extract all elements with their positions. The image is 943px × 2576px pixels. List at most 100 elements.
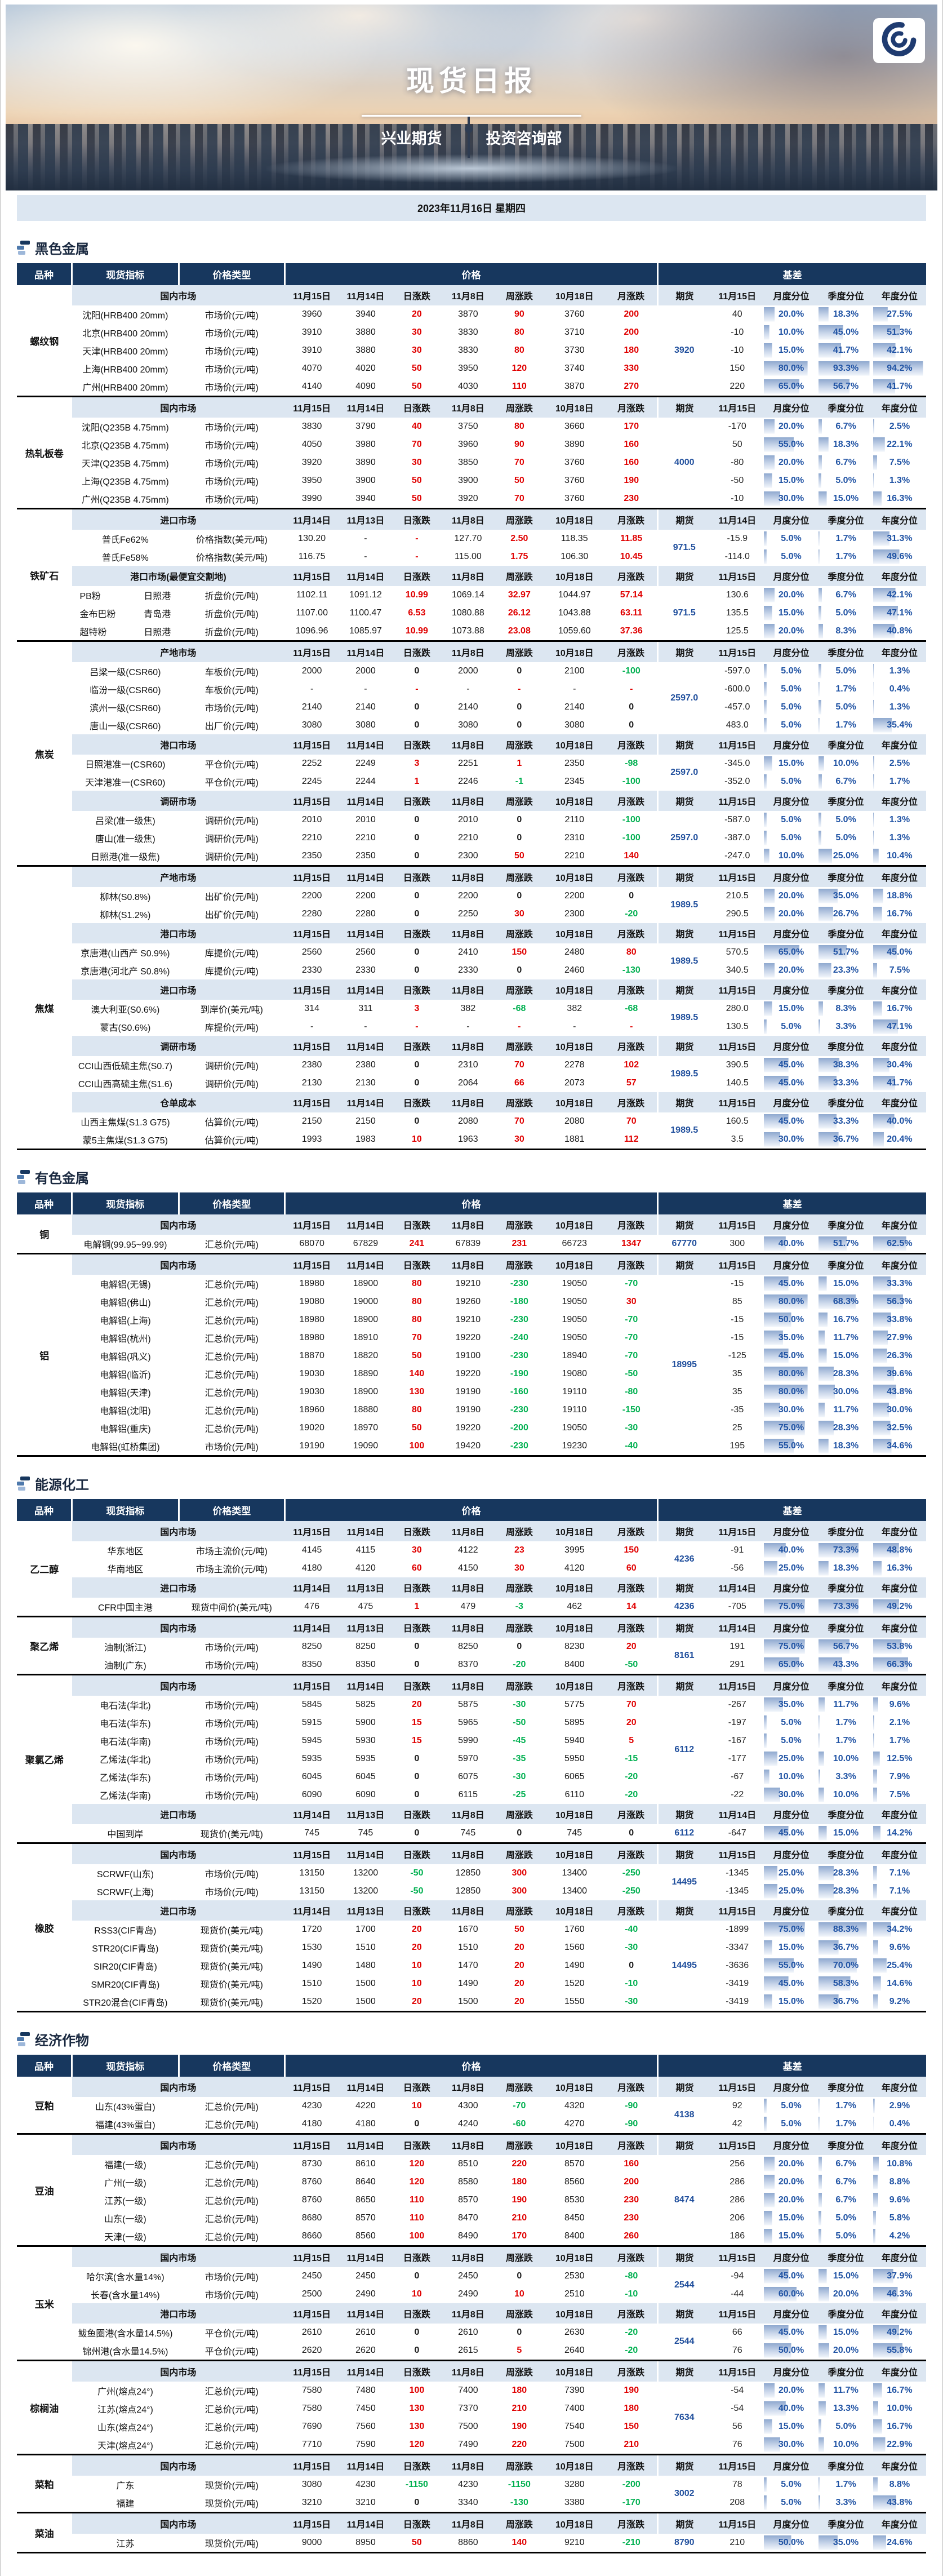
futures-cell: 18995 — [671, 1360, 697, 1369]
basis-cell: -15.9 — [727, 534, 748, 543]
month-change-cell: 1347 — [621, 1239, 642, 1248]
market-subheader-row: 进口市场 11月14日 11月13日 日涨跌 11月8日 周涨跌 10月18日 月涨跌 期货 11… — [17, 1804, 926, 1824]
price-type-cell: 平仓价(元/吨) — [204, 778, 259, 788]
percentile-cell: 7.5% — [873, 454, 926, 472]
price-cell: 1560 — [564, 1943, 585, 1952]
subheader-basis-date-cell: 11月15日 — [710, 1900, 764, 1921]
subheader-cell: 月度分位 — [763, 791, 819, 811]
day-change-cell: 20 — [412, 309, 422, 319]
basis-cell: 35 — [732, 1369, 742, 1378]
day-change-cell: 0 — [414, 2498, 420, 2507]
price-cell: 19220 — [455, 1333, 481, 1342]
subheader-cell: 季度分位 — [819, 1214, 873, 1235]
price-type-cell: 汇总价(元/吨) — [204, 2441, 259, 2451]
variety-cell: 聚乙烯 — [17, 1616, 72, 1675]
price-type-cell: 汇总价(元/吨) — [204, 1316, 259, 1326]
subheader-cell: 年度分位 — [873, 640, 926, 662]
section-bullet-icon — [17, 1477, 30, 1491]
section-bullet-icon — [17, 2032, 30, 2046]
subheader-cell: 月涨跌 — [604, 396, 658, 418]
table-row: 油制(广东) 市场价(元/吨) 8350 8350 0 8370 -20 8400 -50 291… — [17, 1656, 926, 1675]
price-cell: 314 — [304, 1004, 319, 1013]
indicator-cell: 电解铝(沈阳) — [100, 1407, 151, 1416]
price-cell: 3880 — [355, 345, 376, 355]
indicator-cell: 电解铝(杭州) — [100, 1334, 151, 1344]
percentile-cell: 49.6% — [873, 548, 926, 566]
day-change-cell: 130 — [409, 2422, 425, 2431]
price-cell: 1102.11 — [296, 590, 328, 600]
market-subheader-row: 港口市场 11月15日 11月14日 日涨跌 11月8日 周涨跌 10月18日 月涨跌 期货 11… — [17, 2303, 926, 2324]
subheader-futures-cell: 期货 — [657, 2077, 711, 2097]
basis-cell: 256 — [730, 2159, 745, 2169]
month-change-cell: -20 — [625, 2346, 638, 2355]
price-cell: 19190 — [299, 1441, 324, 1451]
subheader-cell: 11月14日 — [339, 2454, 392, 2476]
price-cell: 479 — [460, 1602, 476, 1611]
price-type-cell: 现货价(元/吨) — [204, 2481, 259, 2491]
subheader-cell: 年度分位 — [873, 1214, 926, 1235]
percentile-cell: 75.0% — [763, 1638, 819, 1656]
indicator-cell: 江苏(一级) — [104, 2197, 146, 2206]
price-cell: 462 — [567, 1602, 582, 1611]
subheader-cell: 日涨跌 — [392, 2245, 442, 2267]
price-cell: 2130 — [301, 1078, 322, 1088]
percentile-cell: 5.0% — [819, 472, 873, 490]
price-cell: 5825 — [355, 1700, 376, 1709]
percentile-cell: 25.0% — [819, 847, 873, 866]
subheader-cell: 10月18日 — [544, 2303, 605, 2324]
month-change-cell: 60 — [626, 1563, 637, 1573]
subheader-cell: 周涨跌 — [494, 2360, 544, 2382]
percentile-cell: 1.7% — [873, 773, 926, 791]
subheader-cell: 月度分位 — [763, 1674, 819, 1696]
subheader-cell: 月涨跌 — [604, 1214, 658, 1235]
percentile-cell: 35.0% — [763, 1696, 819, 1714]
percentile-cell: 60.0% — [763, 2285, 819, 2303]
percentile-cell: 22.9% — [873, 2436, 926, 2455]
price-cell: 19020 — [299, 1423, 324, 1433]
price-cell: 1490 — [301, 1961, 322, 1970]
basis-cell: 286 — [730, 2177, 745, 2187]
subheader-cell: 11月14日 — [339, 640, 392, 662]
week-change-cell: 190 — [511, 2422, 527, 2431]
basis-cell: 25 — [732, 1423, 742, 1433]
indicator-cell: 吕梁一级(CSR60) — [90, 668, 161, 677]
table-header-row: 品种 现货指标 价格类型 价格 基差 — [17, 263, 926, 285]
price-type-cell: 汇总价(元/吨) — [204, 2103, 259, 2112]
week-change-cell: -160 — [510, 1387, 528, 1396]
price-cell: 66723 — [562, 1239, 588, 1248]
price-type-cell: 价格指数(美元/吨) — [195, 535, 268, 545]
subheader-cell: 季度分位 — [819, 2133, 873, 2155]
price-cell: 8570 — [564, 2159, 585, 2169]
table-row: 广州(一级) 汇总价(元/吨) 8760 8640 120 8580 180 8560 200 2… — [17, 2173, 926, 2191]
column-header: 基差 — [657, 263, 926, 285]
subheader-cell: 季度分位 — [819, 640, 873, 662]
futures-cell: 1989.5 — [670, 1013, 699, 1022]
subheader-cell: 年度分位 — [873, 2245, 926, 2267]
indicator-cell: 乙烯法(华东) — [100, 1774, 151, 1783]
subheader-market-cell: 国内市场 — [72, 396, 285, 418]
subheader-cell: 周涨跌 — [494, 1900, 544, 1921]
month-change-cell: -150 — [622, 1405, 640, 1415]
price-cell: 18880 — [353, 1405, 379, 1415]
subheader-basis-date-cell: 11月15日 — [710, 923, 764, 943]
price-type-cell: 折盘价(元/吨) — [204, 592, 259, 601]
futures-cell: 6112 — [674, 1828, 695, 1838]
day-change-cell: 40 — [412, 422, 422, 431]
week-change-cell: 0 — [517, 815, 522, 824]
basis-cell: -352.0 — [724, 777, 750, 786]
indicator-cell: 普氏Fe62% — [102, 535, 149, 545]
percentile-cell: 18.3% — [819, 436, 873, 454]
price-cell: 2244 — [355, 777, 376, 786]
day-change-cell: 10 — [412, 2289, 422, 2299]
percentile-cell: 16.3% — [873, 490, 926, 509]
banner-image: 现货日报 兴业期货 投资咨询部 — [6, 5, 937, 190]
week-change-cell: 70 — [514, 494, 524, 503]
basis-cell: 42 — [732, 2119, 742, 2129]
price-cell: 3890 — [355, 458, 376, 467]
basis-cell: 390.5 — [726, 1060, 749, 1070]
table-row: 江苏(熔点24°) 汇总价(元/吨) 7580 7450 130 7370 210 7400 1… — [17, 2400, 926, 2418]
subheader-basis-date-cell: 11月15日 — [710, 734, 764, 755]
indicator-cell: 京唐港(河北产 S0.8%) — [81, 967, 170, 977]
percentile-cell: 9.2% — [873, 1993, 926, 2012]
month-change-cell: 20 — [626, 1642, 637, 1651]
